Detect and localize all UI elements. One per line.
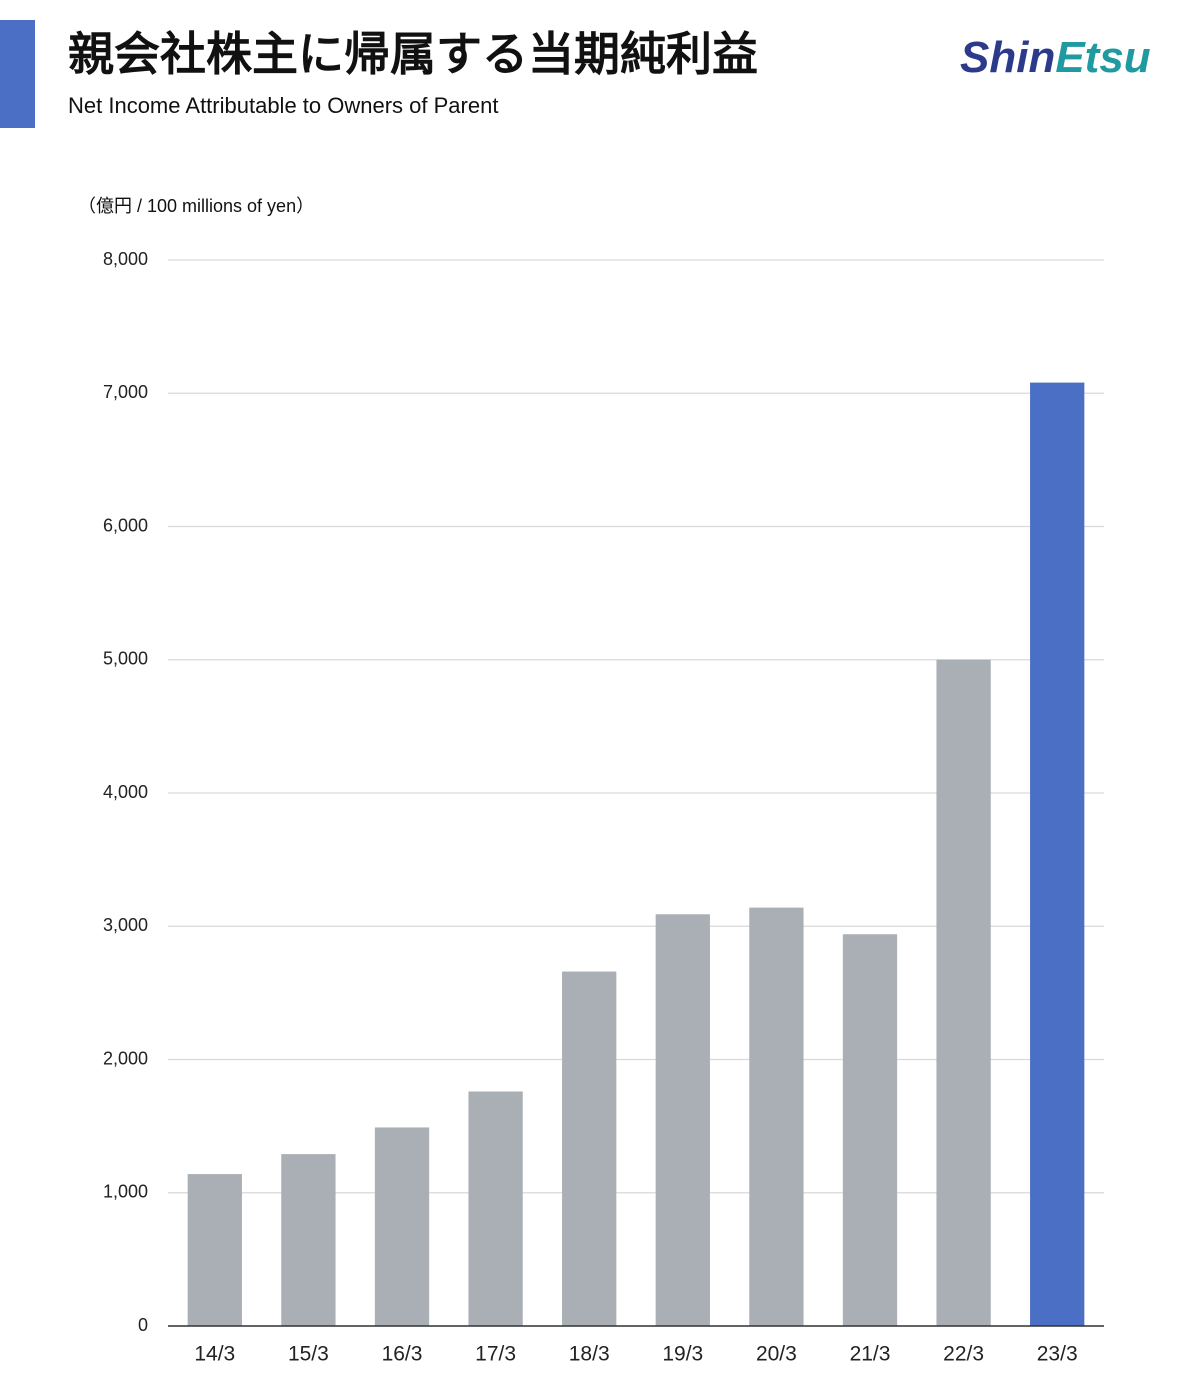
x-tick-label: 23/3: [1037, 1343, 1078, 1366]
bar: [281, 1154, 336, 1326]
bar: [936, 659, 991, 1326]
bar: [374, 1127, 430, 1326]
y-tick-label: 7,000: [103, 382, 148, 402]
logo-part: Etsu: [1055, 33, 1150, 82]
y-tick-label: 3,000: [103, 915, 148, 935]
bar: [1030, 382, 1085, 1327]
bar: [187, 1174, 242, 1326]
y-tick-label: 6,000: [103, 515, 148, 535]
x-tick-label: 15/3: [288, 1343, 329, 1366]
y-tick-label: 0: [138, 1315, 148, 1335]
y-tick-label: 2,000: [103, 1048, 148, 1068]
x-tick-label: 20/3: [756, 1343, 797, 1366]
x-tick-label: 16/3: [382, 1343, 423, 1366]
bar: [562, 971, 617, 1326]
y-tick-label: 1,000: [103, 1182, 148, 1202]
bar: [842, 934, 898, 1326]
bar: [655, 914, 710, 1326]
title-accent: [0, 20, 35, 128]
logo: ShinEtsu: [960, 33, 1151, 82]
chart-title: 親会社株主に帰属する当期純利益: [68, 28, 758, 80]
logo-part: Shin: [960, 33, 1055, 82]
x-tick-label: 22/3: [943, 1343, 984, 1366]
bar: [468, 1091, 523, 1326]
x-tick-label: 18/3: [569, 1343, 610, 1366]
x-tick-label: 17/3: [475, 1343, 516, 1366]
chart-subtitle: Net Income Attributable to Owners of Par…: [68, 93, 498, 118]
y-tick-label: 8,000: [103, 249, 148, 269]
bar: [749, 907, 804, 1326]
y-tick-label: 5,000: [103, 649, 148, 669]
y-axis-label: （億円 / 100 millions of yen）: [78, 196, 314, 216]
y-tick-label: 4,000: [103, 782, 148, 802]
x-tick-label: 21/3: [850, 1343, 891, 1366]
x-tick-label: 19/3: [662, 1343, 703, 1366]
x-tick-label: 14/3: [194, 1343, 235, 1366]
